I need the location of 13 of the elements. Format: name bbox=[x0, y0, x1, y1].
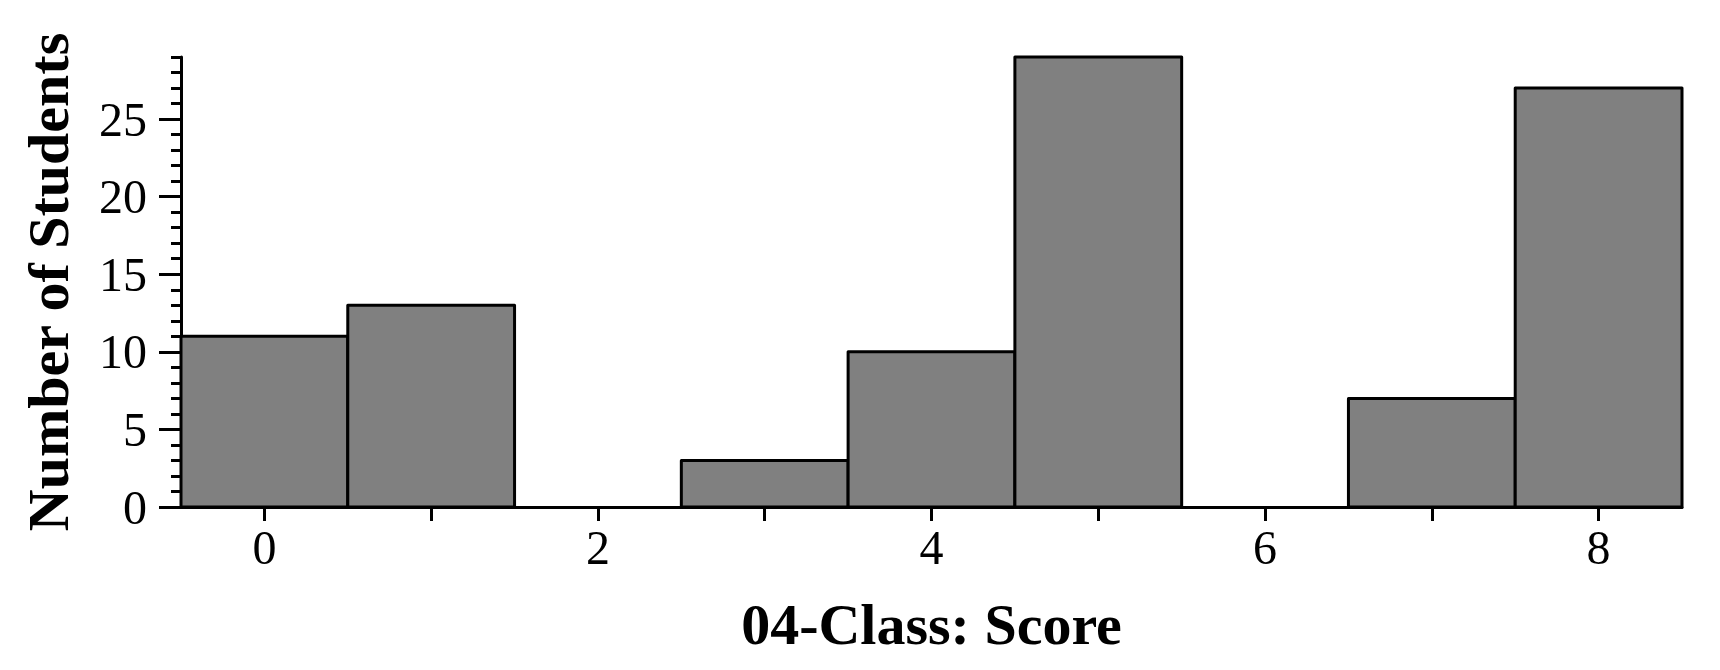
x-tick-label: 4 bbox=[919, 520, 944, 574]
y-tick-label: 5 bbox=[123, 402, 147, 456]
y-tick-label: 20 bbox=[99, 170, 147, 224]
y-tick-label: 15 bbox=[99, 247, 147, 301]
x-tick-label: 8 bbox=[1586, 520, 1611, 574]
y-axis-title: Number of Students bbox=[15, 32, 81, 532]
y-tick-label: 0 bbox=[123, 480, 147, 534]
x-tick-label: 6 bbox=[1253, 520, 1278, 574]
x-tick-label: 0 bbox=[252, 520, 277, 574]
y-tick-label: 10 bbox=[99, 325, 147, 379]
x-axis-title: 04-Class: Score bbox=[741, 591, 1122, 657]
x-tick-label: 2 bbox=[585, 520, 610, 574]
y-tick-label: 25 bbox=[99, 92, 147, 146]
